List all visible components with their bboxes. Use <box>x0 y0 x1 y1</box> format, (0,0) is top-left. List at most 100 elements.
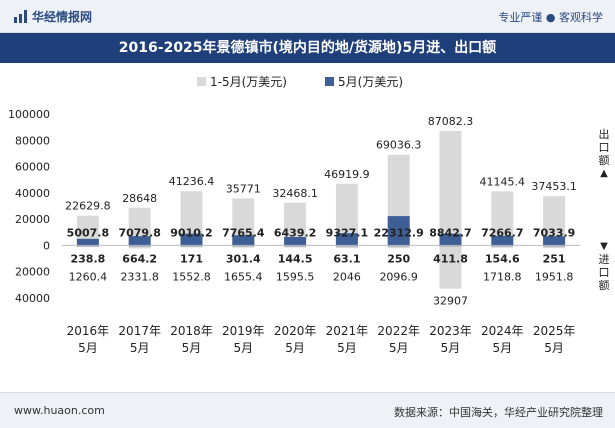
data-label-import-month: 301.4 <box>226 252 261 265</box>
data-label-import-month: 171 <box>180 252 203 265</box>
x-tick-label: 5月 <box>441 341 461 355</box>
bar-export-ytd <box>128 207 151 246</box>
data-label-import-month: 664.2 <box>122 252 157 265</box>
data-label-export-ytd: 46919.9 <box>324 168 370 181</box>
bar-export-month <box>491 235 514 246</box>
x-tick-label: 5月 <box>285 341 305 355</box>
x-tick-label: 5月 <box>182 341 202 355</box>
data-label-import-ytd: 32907 <box>433 295 468 308</box>
x-tick-label: 5月 <box>492 341 512 355</box>
x-tick-label: 2018年 <box>170 324 213 338</box>
bar-import-ytd <box>387 245 410 249</box>
data-label-import-ytd: 2331.8 <box>120 270 159 283</box>
y-tick-label: 20000 <box>15 213 50 226</box>
bar-export-ytd <box>543 196 566 246</box>
data-label-export-ytd: 69036.3 <box>376 139 422 152</box>
x-tick-label: 5月 <box>78 341 98 355</box>
bar-export-ytd <box>76 215 99 246</box>
data-label-import-month: 63.1 <box>333 252 360 265</box>
data-label-export-ytd: 28648 <box>122 192 157 205</box>
bar-import-ytd <box>128 245 151 249</box>
data-label-import-ytd: 1552.8 <box>172 270 211 283</box>
brand: 华经情报网 <box>14 8 92 25</box>
chart-title: 2016-2025年景德镇市(境内目的地/货源地)5月进、出口额 <box>0 33 615 63</box>
x-tick-label: 2016年 <box>67 324 110 338</box>
x-tick-label: 2017年 <box>118 324 161 338</box>
y-tick-label: 20000 <box>15 266 50 279</box>
bar-export-month <box>284 236 307 246</box>
slogan: 专业严谨 ● 客观科学 <box>498 11 603 24</box>
data-label-export-ytd: 32468.1 <box>272 187 318 200</box>
data-label-import-ytd: 2046 <box>333 270 361 283</box>
y-tick-label: 40000 <box>15 187 50 200</box>
chart: 1-5月(万美元) 5月(万美元) 40000 20000 0 20000 40000 600… <box>8 75 580 355</box>
x-tick-label: 5月 <box>337 341 357 355</box>
up-arrow-icon: ▲ <box>600 168 608 179</box>
x-tick-label: 2019年 <box>222 324 265 338</box>
y-tick-label: 100000 <box>8 108 50 121</box>
bar-export-month <box>439 233 462 246</box>
bar-export-month <box>387 216 410 246</box>
bar-export-month <box>543 236 566 246</box>
down-arrow-icon: ▼ <box>600 241 608 252</box>
data-label-import-ytd: 1595.5 <box>276 270 315 283</box>
data-label-export-month: 7033.9 <box>533 226 575 239</box>
legend-label-ytd: 1-5月(万美元) <box>210 75 287 89</box>
data-label-export-ytd: 41236.4 <box>169 175 215 188</box>
x-tick-label: 2023年 <box>429 324 472 338</box>
bar-export-month <box>335 233 358 246</box>
bar-import-ytd <box>491 245 514 248</box>
bar-import-ytd <box>543 245 566 248</box>
data-label-export-ytd: 35771 <box>226 182 261 195</box>
data-label-export-month: 22312.9 <box>374 226 424 239</box>
data-label-export-ytd: 22629.8 <box>65 200 111 213</box>
data-label-export-ytd: 87082.3 <box>428 115 474 128</box>
data-label-import-month: 154.6 <box>485 252 520 265</box>
data-label-import-month: 144.5 <box>278 252 313 265</box>
data-label-import-month: 250 <box>387 252 410 265</box>
data-label-import-ytd: 1260.4 <box>69 270 108 283</box>
bar-export-month <box>128 236 151 246</box>
data-label-import-ytd: 2096.9 <box>379 270 418 283</box>
footer-source: 数据来源：中国海关，华经产业研究院整理 <box>394 406 603 419</box>
import-side-label: ▼ 进口额 <box>597 240 611 292</box>
x-tick-label: 2022年 <box>377 324 420 338</box>
bar-export-ytd <box>232 198 255 246</box>
x-tick-label: 2021年 <box>326 324 369 338</box>
bar-export-ytd <box>439 130 462 246</box>
bar-export-month <box>232 235 255 246</box>
data-label-import-month: 251 <box>543 252 566 265</box>
data-label-export-month: 7765.4 <box>222 226 265 239</box>
data-label-import-ytd: 1951.8 <box>535 270 574 283</box>
data-label-import-month: 238.8 <box>71 252 106 265</box>
export-side-label: 出口额 ▲ <box>597 128 611 180</box>
y-tick-label: 0 <box>43 239 50 252</box>
x-tick-label: 5月 <box>130 341 150 355</box>
bar-import-ytd <box>76 245 99 248</box>
data-label-export-month: 9327.1 <box>326 226 368 239</box>
bar-import-ytd <box>335 245 358 249</box>
x-tick-label: 2025年 <box>533 324 576 338</box>
footer: www.huaon.com 数据来源：中国海关，华经产业研究院整理 <box>0 392 615 428</box>
data-label-import-month: 411.8 <box>433 252 468 265</box>
footer-site: www.huaon.com <box>14 404 105 417</box>
data-label-import-ytd: 1718.8 <box>483 270 522 283</box>
bar-import-ytd <box>284 245 307 248</box>
y-tick-label: 40000 <box>15 292 50 305</box>
bar-export-ytd <box>180 191 203 246</box>
bar-export-ytd <box>284 202 307 246</box>
export-side-label-text: 出口额 <box>598 128 610 167</box>
data-label-export-month: 9010.2 <box>170 226 212 239</box>
data-label-export-month: 6439.2 <box>274 226 316 239</box>
data-label-export-month: 8842.7 <box>429 226 471 239</box>
x-tick-label: 5月 <box>233 341 253 355</box>
bar-export-month <box>180 233 203 246</box>
bar-export-ytd <box>491 191 514 246</box>
x-tick-label: 5月 <box>544 341 564 355</box>
import-side-label-text: 进口额 <box>598 253 610 292</box>
brand-logo-icon <box>14 10 27 23</box>
legend-swatch-ytd <box>197 77 206 86</box>
legend-label-month: 5月(万美元) <box>338 75 403 89</box>
top-bar: 华经情报网 专业严谨 ● 客观科学 <box>0 0 615 33</box>
bar-export-ytd <box>335 183 358 246</box>
